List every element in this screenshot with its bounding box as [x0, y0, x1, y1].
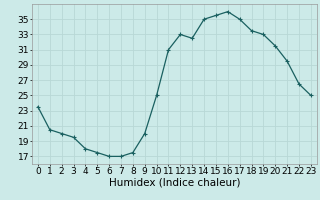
X-axis label: Humidex (Indice chaleur): Humidex (Indice chaleur)	[109, 177, 240, 187]
